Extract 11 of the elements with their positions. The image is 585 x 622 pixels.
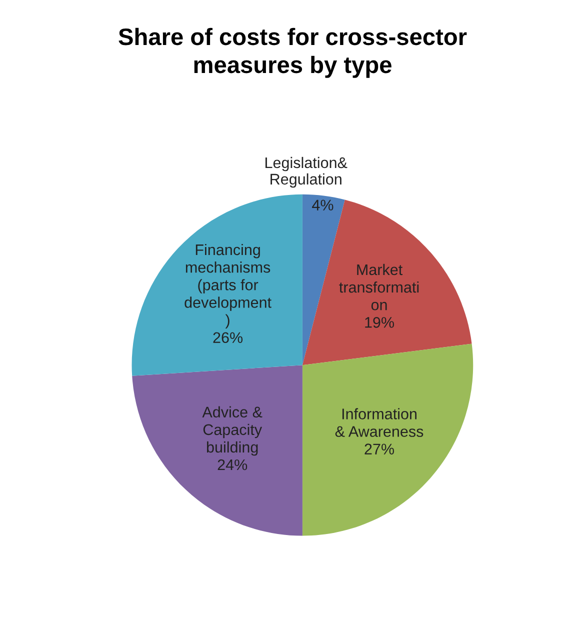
data-label: 4% — [312, 200, 334, 210]
data-label: 27% — [364, 444, 394, 454]
chart-title: Share of costs for cross-sector measures by type — [118, 28, 467, 78]
data-label: 24% — [218, 459, 248, 470]
slice-label: Legislation& Regulation — [265, 156, 348, 188]
data-label: 26% — [213, 332, 243, 344]
slice-label: Information & Awareness — [335, 408, 424, 437]
slice-label: Advice & Capacity building — [202, 406, 262, 456]
data-label: 19% — [365, 317, 394, 328]
slice-label: Market transformati on — [339, 264, 419, 310]
slice-label: Financing mechanisms (parts for development ) — [184, 244, 272, 328]
